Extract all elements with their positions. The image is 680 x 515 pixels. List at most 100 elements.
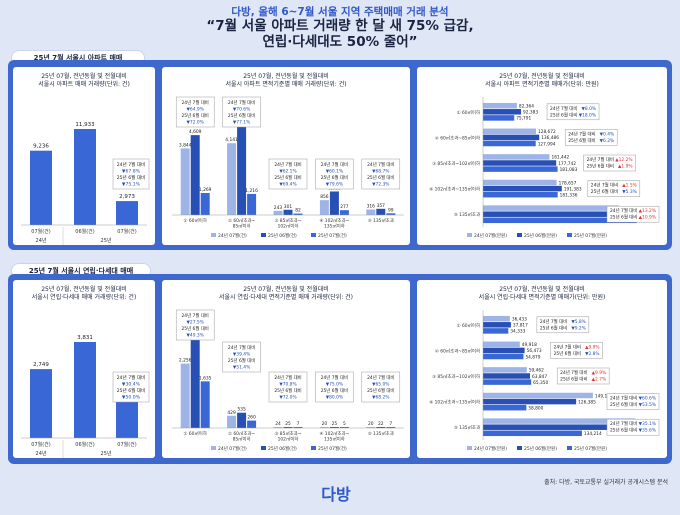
legend-swatch	[211, 446, 216, 450]
callout-text: ▼27.5%	[187, 320, 204, 326]
bar-value-label: 127,994	[538, 141, 556, 147]
bar	[227, 415, 237, 428]
bar	[227, 143, 237, 215]
source-note: 출처: 다방, 국토교통부 실거래가 공개시스템 분석	[544, 479, 668, 486]
bar	[74, 342, 96, 438]
callout-text: ▲9.9%	[592, 370, 607, 376]
callout-text: 25년 6월 대비	[540, 324, 567, 331]
callout-text: ▼69.4%	[279, 182, 296, 188]
bar	[483, 217, 637, 224]
bar-value-label: 56,473	[527, 348, 542, 354]
callout-text: 25년 6월 대비	[610, 214, 637, 221]
callout-text: ▼50.0%	[122, 395, 141, 401]
callout-text: 24년 7월 대비	[587, 156, 614, 163]
bar-value-label: 20	[368, 421, 374, 427]
bar-value-label: 82,364	[519, 103, 534, 109]
callout-box	[550, 342, 603, 359]
tick-label: ⑤ 135㎡초과	[454, 211, 480, 218]
callout-text: 24년 7월 대비	[182, 99, 209, 106]
callout-box	[268, 158, 308, 190]
panel-title: 25년 07월, 전년동월 및 전월대비 서울시 연립·다세대 면적기준별 매매 …	[218, 286, 354, 301]
headline-line-1: “7월 서울 아파트 거래량 한 달 새 75% 급감,	[206, 18, 474, 34]
bar-value-label: 65,350	[533, 380, 548, 386]
tick-label: ④ 102㎡초과~135㎡이하	[429, 186, 480, 193]
callout-text: ▼5.3%	[622, 189, 637, 195]
callout-text: 25년 6월 대비	[182, 325, 209, 332]
bar	[483, 134, 540, 141]
callout-text: ▼75.1%	[122, 182, 141, 188]
callout-text: 25년 6월 대비	[117, 174, 146, 181]
callout-text: ▼2.8%	[585, 351, 600, 357]
callout-text: 25년 6월 대비	[117, 387, 146, 394]
bar	[30, 369, 52, 438]
callout-text: 24년 7월 대비	[610, 395, 637, 402]
callout-text: ▲13.2%	[639, 208, 656, 214]
bar	[483, 328, 509, 334]
callout-box	[606, 393, 660, 410]
bar	[483, 115, 515, 121]
bar-value-label: 243	[274, 205, 283, 211]
callout-box	[546, 103, 600, 121]
legend-swatch	[517, 446, 522, 450]
kicker: 다방, 올해 6~7월 서울 지역 주택매매 거래 분석	[231, 6, 449, 18]
legend-swatch	[467, 446, 472, 450]
bar	[483, 128, 536, 135]
callout-text: ▼35.6%	[639, 428, 656, 434]
callout-text: ▼51.4%	[233, 365, 250, 371]
tick-label: ① 60㎡이하	[457, 322, 480, 329]
panel-title: 25년 07월, 전년동월 및 전월대비 서울시 연립·다세대 매매 거래량(단위…	[31, 286, 137, 301]
tick-label: 07월(건)	[31, 228, 51, 235]
bar	[190, 336, 200, 428]
tick-label: ⑤ 135㎡초과	[368, 430, 394, 437]
bar-value-label: 7	[297, 421, 300, 427]
bar-value-label: 22	[378, 421, 384, 427]
legend-label: 25년 06월(만원)	[524, 232, 557, 239]
callout-text: ▲2.7%	[592, 377, 607, 383]
legend-label: 24년 07월(건)	[218, 232, 247, 239]
bar	[483, 404, 527, 411]
callout-box	[361, 158, 401, 190]
bar	[319, 200, 329, 215]
bar	[329, 191, 339, 215]
legend-swatch	[211, 233, 216, 237]
bar-value-label: 181,083	[560, 167, 578, 173]
bar	[483, 430, 582, 437]
bar-value-label: 82	[295, 208, 301, 214]
callout-text: ▼68.7%	[372, 169, 389, 175]
tick-label: ③ 85㎡초과~102㎡이하	[432, 160, 480, 167]
bar	[293, 213, 303, 215]
bar-value-label: 177,742	[558, 161, 576, 167]
callout-text: ▼6.2%	[600, 138, 615, 144]
callout-text: ▼53.5%	[639, 402, 656, 408]
bar-value-label: 25	[332, 421, 338, 427]
callout-text: 25년 6월 대비	[228, 357, 255, 364]
callout-text: ▼67.8%	[122, 169, 141, 175]
bar-value-label: 99	[388, 207, 394, 213]
callout-text: 25년 6월 대비	[274, 387, 301, 394]
bar	[116, 201, 138, 225]
callout-box	[268, 371, 308, 403]
callout-text: ▼62.1%	[279, 169, 296, 175]
legend-label: 24년 07월(건)	[218, 445, 247, 452]
bar-value-label: 36,433	[512, 316, 527, 322]
callout-text: ▲1.9%	[618, 164, 633, 170]
callout-text: 25년 6월 대비	[610, 401, 637, 408]
callout-text: 24년 7월 대비	[610, 207, 637, 214]
bar-value-label: 1,269	[199, 187, 212, 193]
bar	[319, 427, 329, 428]
callout-text: 24년 7월 대비	[540, 318, 567, 325]
callout-text: ▼39.4%	[233, 352, 250, 358]
year-label: 24년	[36, 450, 47, 457]
bar	[483, 191, 558, 198]
bar-value-label: 149,157	[595, 393, 613, 399]
headline-line-2: 연립·다세대도 50% 줄어”	[262, 34, 418, 50]
callout-text: 24년 7월 대비	[367, 374, 394, 381]
tick-label: 85㎡이하	[233, 223, 251, 230]
bar	[339, 210, 349, 215]
callout-box	[222, 96, 261, 128]
callout-box	[606, 205, 660, 223]
bar	[329, 427, 339, 428]
tick-label: 135㎡이하	[324, 223, 345, 230]
